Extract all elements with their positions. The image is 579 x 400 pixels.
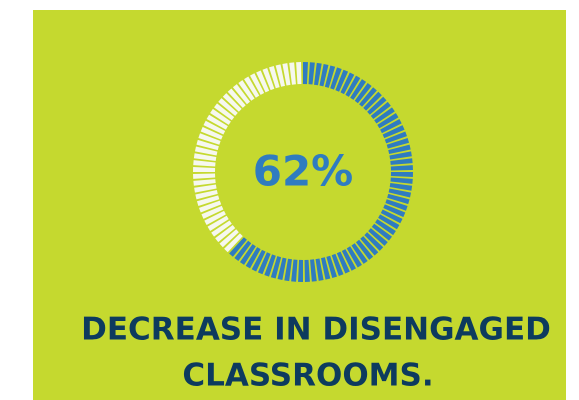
donut-remainder <box>193 62 302 253</box>
donut <box>193 62 413 282</box>
caption-line: CLASSROOMS. <box>182 358 433 394</box>
caption-line: DECREASE IN DISENGAGED <box>81 312 551 348</box>
value-label: 62% <box>253 147 354 196</box>
